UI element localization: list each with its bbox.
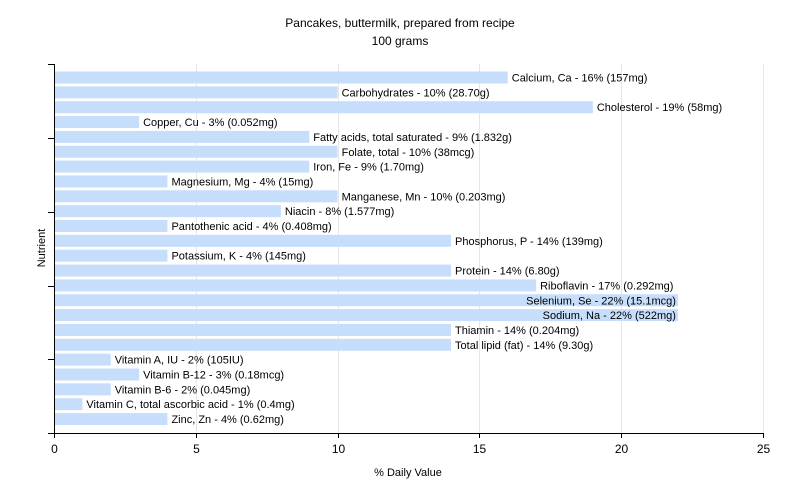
y-axis-label: Nutrient: [36, 229, 48, 268]
bar-data-label: Copper, Cu - 3% (0.052mg): [143, 117, 278, 129]
bar: [55, 279, 537, 292]
grid-lines: [196, 64, 764, 433]
bar: [55, 175, 168, 188]
chart-subtitle: 100 grams: [372, 34, 429, 48]
bar-data-label: Manganese, Mn - 10% (0.203mg): [342, 191, 506, 203]
bar: [55, 264, 452, 277]
bar-data-label: Vitamin C, total ascorbic acid - 1% (0.4…: [86, 399, 294, 411]
bar-data-label: Calcium, Ca - 16% (157mg): [512, 73, 648, 85]
bar: [55, 86, 338, 99]
bar-data-label: Zinc, Zn - 4% (0.62mg): [171, 414, 283, 426]
bar: [55, 71, 508, 84]
bar-data-label: Carbohydrates - 10% (28.70g): [342, 87, 490, 99]
bar: [55, 368, 140, 381]
bar: [55, 338, 452, 351]
bar: [55, 205, 281, 218]
bar-data-label: Niacin - 8% (1.577mg): [285, 206, 394, 218]
x-tick-label: 0: [51, 442, 58, 456]
axes: 0 5 10 15 20 25: [48, 64, 770, 456]
chart-title: Pancakes, buttermilk, prepared from reci…: [285, 16, 515, 30]
x-axis-label: % Daily Value: [374, 467, 442, 479]
bar: [55, 353, 111, 366]
bar: [55, 130, 310, 143]
x-tick-label: 25: [757, 442, 771, 456]
bar-data-label: Potassium, K - 4% (145mg): [171, 251, 306, 263]
bar-data-label: Vitamin B-12 - 3% (0.18mcg): [143, 370, 284, 382]
bar-data-label: Vitamin B-6 - 2% (0.045mg): [115, 384, 251, 396]
bar: [55, 220, 168, 232]
bar-data-label: Cholesterol - 19% (58mg): [597, 102, 722, 114]
bar: [55, 294, 678, 307]
bar-data-label: Riboflavin - 17% (0.292mg): [540, 280, 673, 292]
bar-data-label: Selenium, Se - 22% (15.1mcg): [526, 295, 676, 307]
bar: [55, 145, 338, 158]
bar: [55, 101, 593, 114]
bar-data-label: Total lipid (fat) - 14% (9.30g): [455, 340, 593, 352]
x-tick-label: 15: [473, 442, 487, 456]
bar: [55, 323, 452, 336]
bars: Calcium, Ca - 16% (157mg) Carbohydrates -…: [55, 71, 722, 426]
bar: [55, 383, 111, 396]
bar-data-label: Vitamin A, IU - 2% (105IU): [115, 355, 244, 367]
bar-data-label: Thiamin - 14% (0.204mg): [455, 325, 579, 337]
bar-data-label: Protein - 14% (6.80g): [455, 266, 560, 278]
x-tick-label: 20: [615, 442, 629, 456]
bar-data-label: Sodium, Na - 22% (522mg): [543, 310, 676, 322]
bar: [55, 190, 338, 203]
bar-data-label: Iron, Fe - 9% (1.70mg): [313, 162, 424, 174]
bar: [55, 413, 168, 426]
bar: [55, 160, 310, 173]
bar: [55, 249, 168, 262]
bar: [55, 234, 452, 247]
bar: [55, 398, 83, 411]
bar: [55, 116, 140, 129]
bar-data-label: Pantothenic acid - 4% (0.408mg): [171, 221, 331, 233]
bar-data-label: Folate, total - 10% (38mcg): [342, 147, 475, 159]
bar-data-label: Magnesium, Mg - 4% (15mg): [171, 176, 313, 188]
bar: [55, 309, 678, 322]
x-tick-label: 5: [193, 442, 200, 456]
x-tick-label: 10: [332, 442, 346, 456]
bar-data-label: Phosphorus, P - 14% (139mg): [455, 236, 603, 248]
bar-data-label: Fatty acids, total saturated - 9% (1.832…: [313, 132, 512, 144]
